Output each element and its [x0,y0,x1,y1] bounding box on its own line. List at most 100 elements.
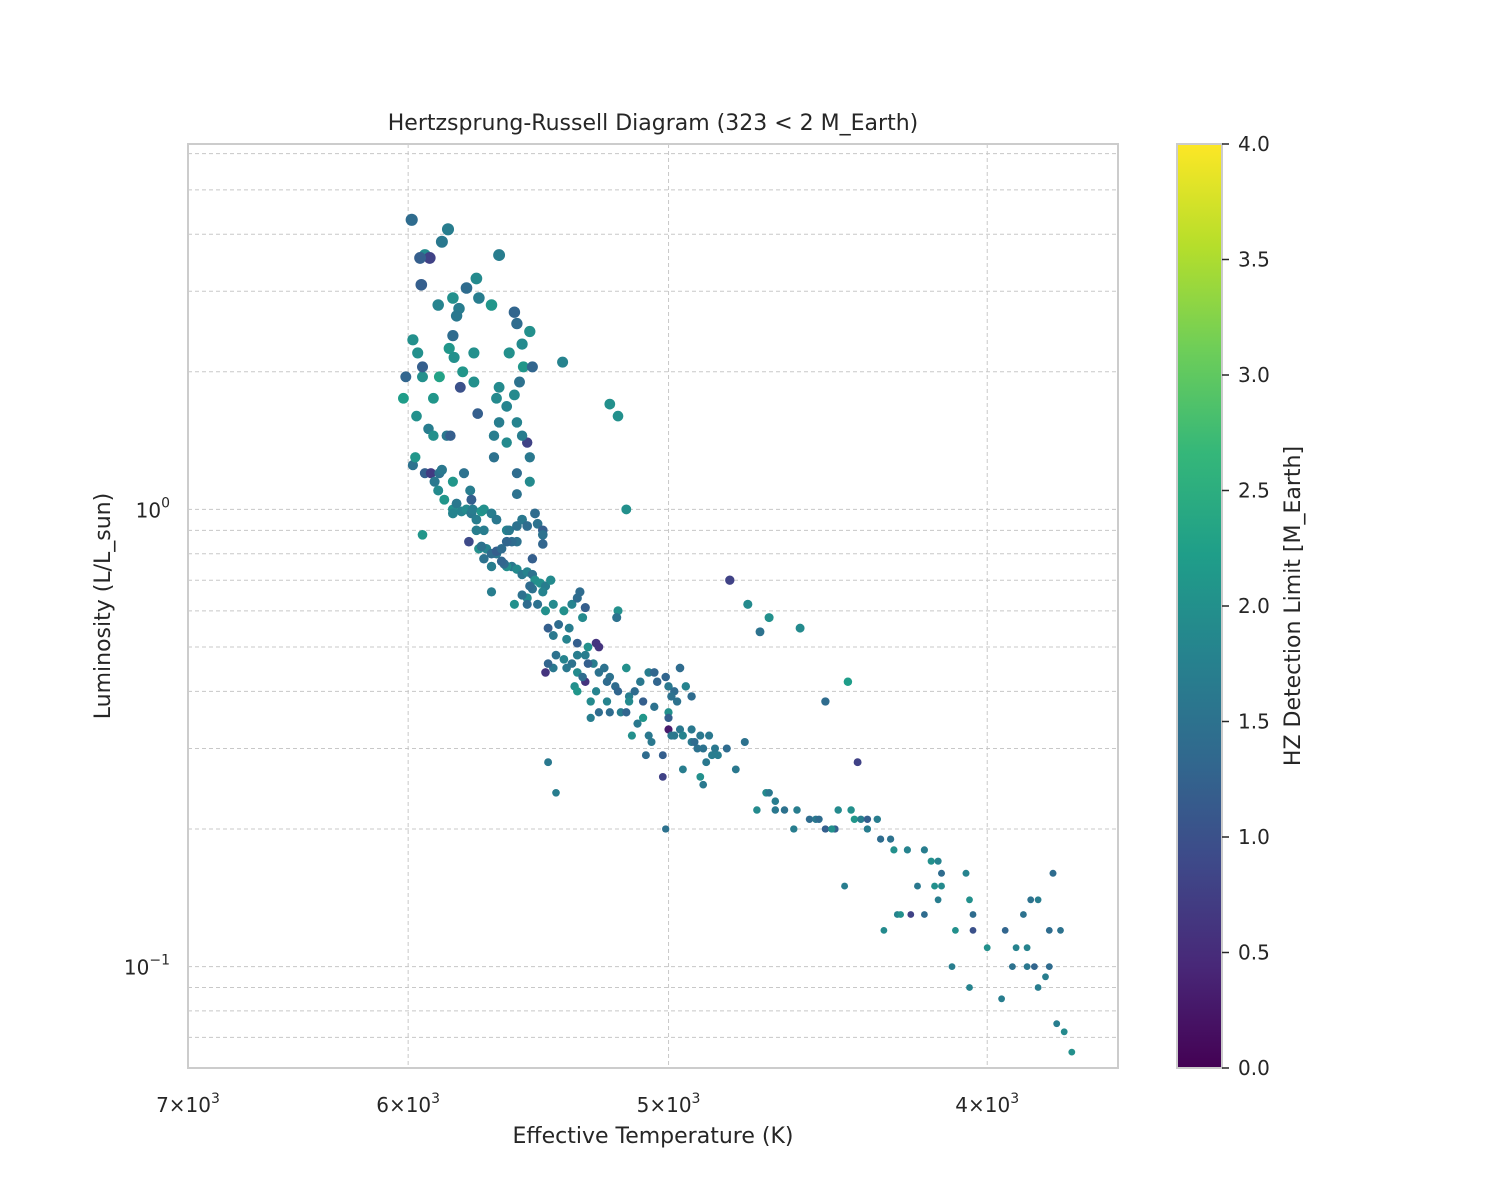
star-point [821,825,830,833]
x-tick-label: 5×103 [637,1091,701,1117]
star-point [557,356,569,368]
star-point [450,310,463,322]
star-point [713,751,722,760]
star-point [612,410,624,422]
star-point [465,485,476,496]
star-point [969,911,977,918]
star-point [496,556,507,567]
star-point [538,587,548,597]
star-point [1034,984,1042,991]
colorbar-tick-label: 1.0 [1238,825,1270,849]
star-point [755,627,765,637]
colorbar-tick-label: 2.5 [1238,479,1270,503]
star-point [417,371,428,383]
star-point [524,452,535,463]
star-point [526,361,538,373]
star-point [491,514,502,525]
star-point [650,668,659,677]
star-point [1034,896,1042,904]
star-point [447,476,458,487]
star-point [771,806,780,814]
star-point [681,682,691,691]
star-point [828,825,836,833]
star-point [1053,1020,1061,1028]
star-point [743,599,753,609]
star-point [447,508,458,519]
star-point [690,737,699,747]
gridlines [187,144,1118,1069]
star-point [525,581,535,591]
star-point [672,697,682,706]
colorbar-tick-label: 3.0 [1238,363,1270,387]
star-point [457,366,469,378]
x-tick-label: 4×103 [955,1091,1019,1117]
star-point [969,927,977,934]
star-point [511,468,522,479]
star-point [920,846,929,854]
star-point [863,815,872,824]
star-point [1009,963,1016,970]
star-point [532,518,543,529]
star-point [636,677,645,686]
star-point [927,857,935,865]
star-point [771,797,780,805]
star-point [538,539,548,549]
star-point [604,398,616,410]
star-point [516,430,528,441]
star-point [572,638,582,648]
star-point [722,744,731,753]
star-point [880,927,888,934]
x-tick-label: 6×103 [376,1091,440,1117]
star-point [921,911,928,918]
star-point [765,788,773,797]
star-point [627,731,636,740]
star-point [433,371,445,383]
star-point [1068,1048,1076,1056]
star-point [552,788,560,797]
star-point [471,514,482,525]
star-point [472,408,484,419]
star-point [511,417,523,428]
star-point [1023,963,1031,970]
star-point [479,554,489,564]
star-point [417,361,428,373]
star-point [696,773,705,781]
star-point [1042,973,1049,981]
star-point [478,504,489,515]
star-point [511,489,522,500]
star-point [667,692,676,701]
star-point [664,682,673,691]
star-point [1027,896,1035,904]
star-point [411,410,422,422]
star-point [540,606,551,616]
star-point [533,599,543,609]
star-point [857,815,865,824]
star-point [693,744,702,753]
star-point [1020,911,1027,918]
star-point [664,713,673,723]
star-point [415,278,428,291]
star-point [708,751,716,760]
star-point [559,606,569,616]
star-point [562,634,572,644]
star-point [1012,944,1020,952]
star-point [486,561,497,572]
colorbar-ticks: 0.0 0.5 1.0 1.5 2.0 2.5 3.0 3.5 4.0 [1222,132,1270,1080]
star-point [834,806,842,814]
star-point [1023,944,1031,952]
star-point [580,650,590,660]
star-point [578,672,587,682]
star-point [711,744,719,753]
star-point [501,437,512,448]
star-point [509,389,520,401]
star-point [907,911,915,918]
star-point [731,765,740,774]
star-point [447,292,459,304]
star-point [1045,963,1053,970]
star-point [454,381,466,393]
star-point [624,697,634,706]
chart-title: Hertzsprung-Russell Diagram (323 < 2 M_E… [388,111,918,136]
star-point [537,529,548,540]
star-point [612,613,622,623]
star-point [508,306,521,318]
